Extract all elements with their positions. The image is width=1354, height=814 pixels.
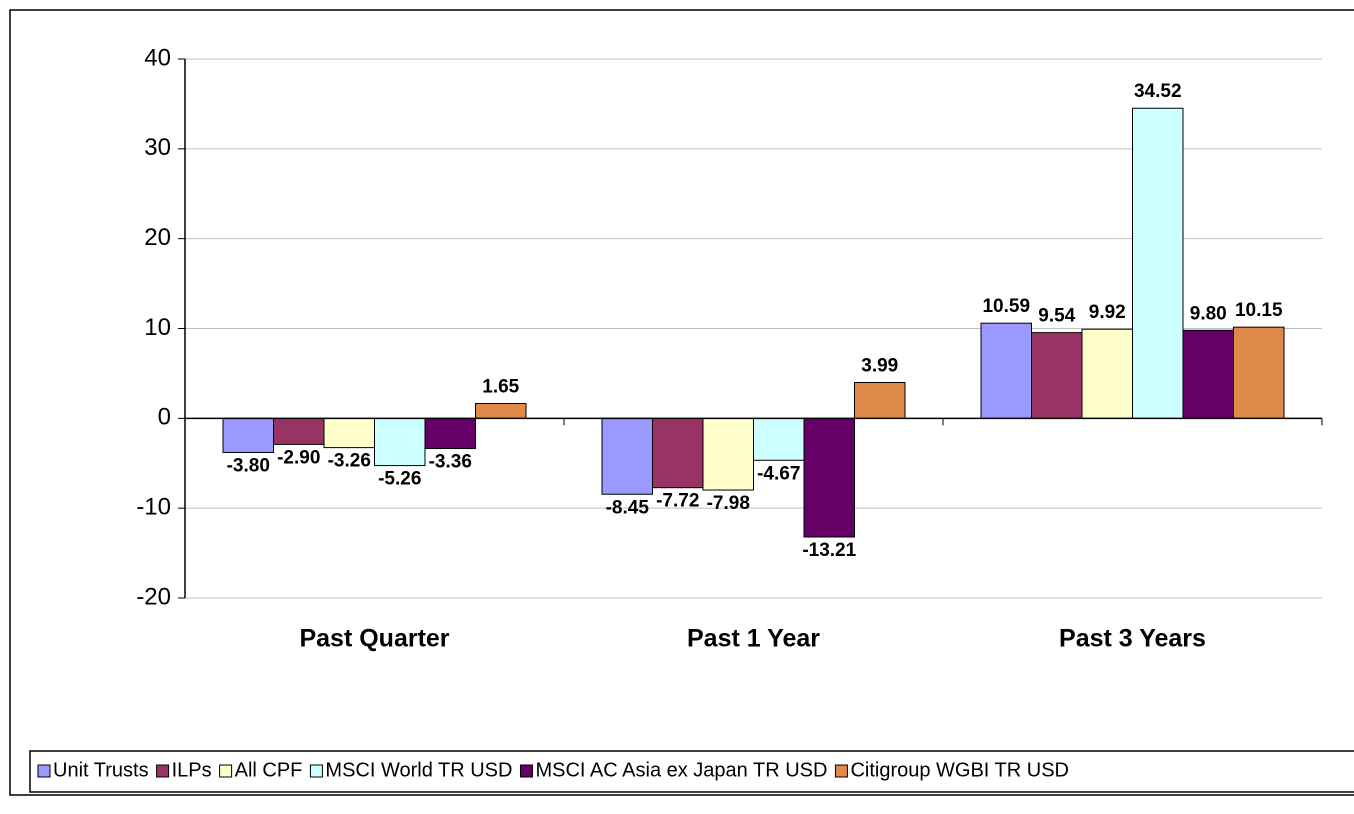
legend-swatch <box>309 764 323 778</box>
bar <box>652 417 704 489</box>
y-tick-label: -10 <box>136 494 171 521</box>
legend-label: Unit Trusts <box>53 759 149 781</box>
legend-swatch <box>519 764 533 778</box>
value-label: -3.26 <box>328 451 371 472</box>
bar <box>475 403 527 419</box>
value-label: -4.67 <box>757 463 800 484</box>
value-label: 1.65 <box>482 377 519 398</box>
value-label: -5.26 <box>378 469 421 490</box>
value-label: 9.80 <box>1190 303 1227 324</box>
legend-label: All CPF <box>235 759 303 781</box>
bar <box>980 322 1032 419</box>
value-label: -3.36 <box>429 452 472 473</box>
y-tick-label: -20 <box>136 583 171 610</box>
value-label: -7.72 <box>656 491 699 512</box>
y-tick-label: 0 <box>158 404 171 431</box>
bar <box>803 417 855 538</box>
legend-box <box>29 750 1354 793</box>
legend-label: MSCI World TR USD <box>325 759 512 781</box>
value-label: 10.15 <box>1235 300 1283 321</box>
value-label: 10.59 <box>982 296 1030 317</box>
value-label: -2.90 <box>277 447 320 468</box>
value-label: 34.52 <box>1134 81 1182 102</box>
y-tick-label: 10 <box>144 314 171 341</box>
legend-label: Citigroup WGBI TR USD <box>850 759 1069 781</box>
bar <box>1132 107 1184 419</box>
bar <box>374 417 426 467</box>
bar <box>222 417 274 453</box>
bar <box>1031 332 1083 419</box>
legend-label: ILPs <box>172 759 212 781</box>
x-tick-label: Past 1 Year <box>687 625 820 653</box>
value-label: -7.98 <box>707 493 750 514</box>
value-label: -3.80 <box>227 455 270 476</box>
legend-label: MSCI AC Asia ex Japan TR USD <box>535 759 827 781</box>
bar <box>1182 329 1234 419</box>
legend-swatch <box>834 764 848 778</box>
y-tick-label: 20 <box>144 224 171 251</box>
legend-swatch <box>156 764 170 778</box>
value-label: 3.99 <box>861 356 898 377</box>
x-tick-label: Past 3 Years <box>1059 625 1206 653</box>
y-tick-label: 40 <box>144 44 171 71</box>
value-label: -8.45 <box>606 497 650 518</box>
legend-swatch <box>37 764 51 778</box>
bar <box>273 417 325 445</box>
legend-swatch <box>219 764 233 778</box>
value-label: 9.92 <box>1089 302 1126 323</box>
bar <box>1081 328 1133 419</box>
value-label: 9.54 <box>1038 306 1075 327</box>
bar <box>323 417 375 449</box>
bar <box>1233 326 1285 419</box>
y-tick-label: 30 <box>144 134 171 161</box>
bar <box>702 417 754 491</box>
bar <box>424 417 476 450</box>
bar <box>854 381 906 419</box>
chart-border <box>9 9 1354 796</box>
bar <box>753 417 805 461</box>
x-tick-label: Past Quarter <box>299 625 449 653</box>
bar <box>601 417 653 495</box>
value-label: -13.21 <box>802 540 856 561</box>
